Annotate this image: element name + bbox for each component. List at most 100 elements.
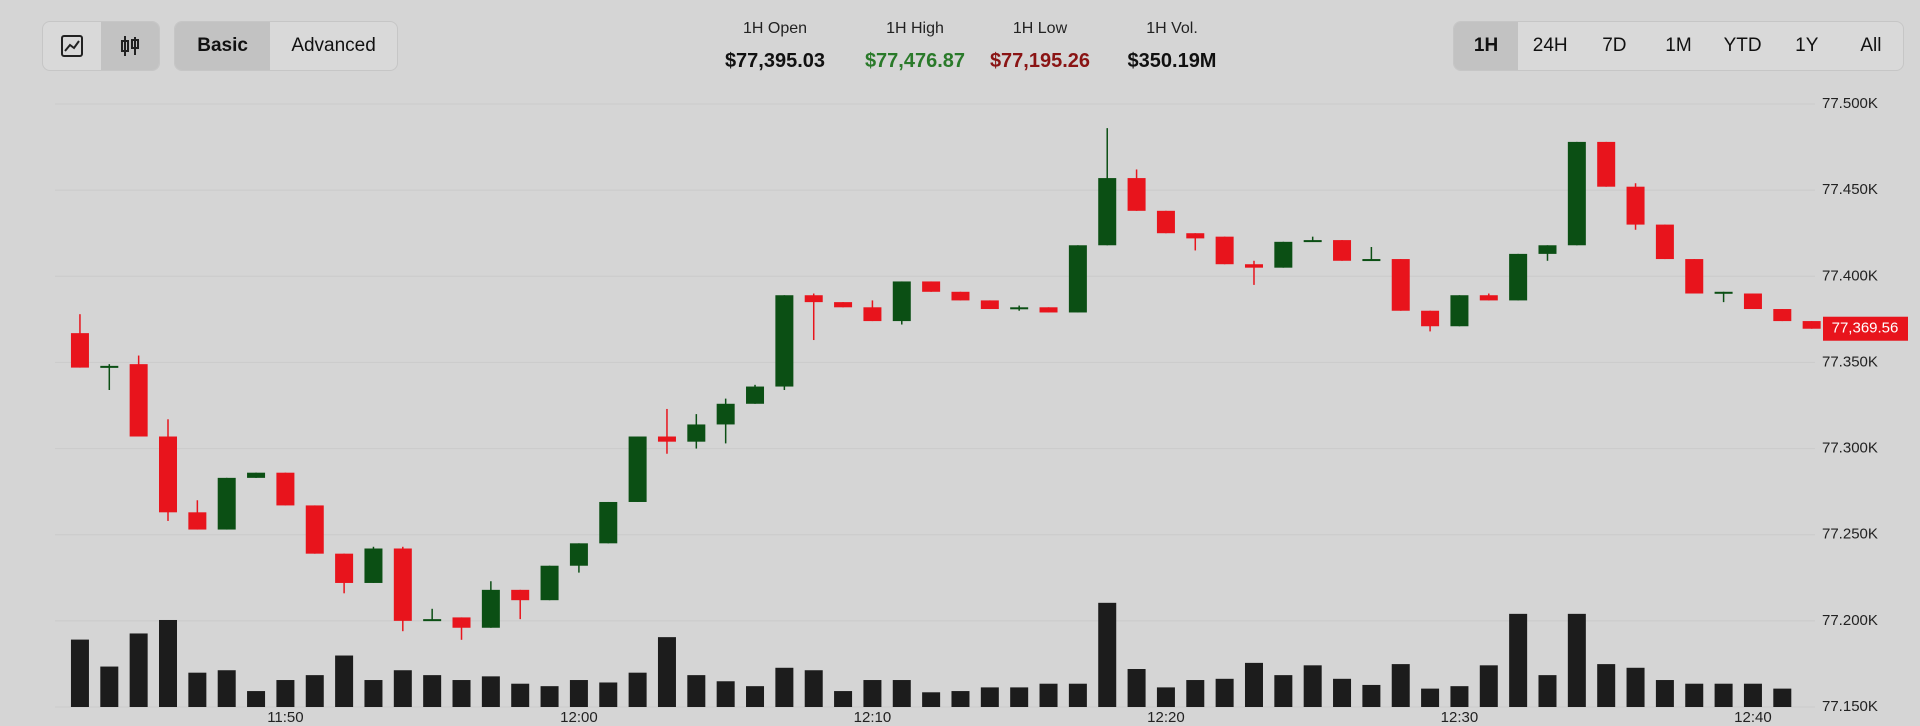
x-tick-label: 11:50 <box>267 709 303 726</box>
candle-body <box>1773 309 1792 322</box>
stat-value: $350.19M <box>1127 50 1217 72</box>
view-button[interactable]: Advanced <box>291 35 376 56</box>
candle-body <box>775 295 794 387</box>
volume-bar <box>687 675 706 707</box>
range-group: 1H 24H 7D 1M YTD 1Y All <box>1453 21 1904 71</box>
candle-body <box>628 436 647 502</box>
volume-bar <box>1655 680 1674 707</box>
candle-body <box>1156 210 1175 234</box>
view-group: Basic Advanced <box>174 21 398 71</box>
x-tick-label: 12:40 <box>1734 709 1772 726</box>
candle-body <box>335 553 354 583</box>
candle-body <box>423 619 442 622</box>
range-button[interactable]: 1Y <box>1795 35 1819 56</box>
volume-bar <box>1362 684 1381 707</box>
candle-body <box>1450 295 1469 327</box>
candle-body <box>1186 233 1205 239</box>
volume-bar <box>511 683 530 707</box>
y-tick-label: 77.400K <box>1822 267 1878 284</box>
line-icon <box>61 35 83 57</box>
candle-body <box>1421 310 1440 327</box>
volume-bar <box>1186 680 1205 707</box>
candle-body <box>540 565 559 601</box>
volume-bar <box>1773 688 1792 707</box>
range-button[interactable]: 7D <box>1602 35 1627 56</box>
candle-body <box>305 505 324 554</box>
candle-body <box>834 302 853 308</box>
range-button[interactable]: 1M <box>1665 35 1692 56</box>
volume-bar <box>217 670 236 707</box>
candle-mode-button[interactable] <box>101 22 159 70</box>
candle-body <box>951 291 970 301</box>
candle-body <box>863 307 882 322</box>
stat: 1H High $77,476.87 <box>835 20 995 73</box>
range-button[interactable]: 1H <box>1454 22 1519 70</box>
volume-bar <box>628 672 647 707</box>
y-tick-label: 77.500K <box>1822 95 1878 112</box>
candle-body <box>1538 245 1557 254</box>
view-button[interactable]: Basic <box>175 22 271 70</box>
candle-body <box>159 436 178 513</box>
candle-body <box>1567 141 1586 246</box>
volume-bar <box>1068 683 1087 707</box>
x-tick-label: 12:00 <box>560 709 598 726</box>
candle-body <box>1743 293 1762 310</box>
range-button[interactable]: All <box>1860 35 1882 56</box>
stat: 1H Low $77,195.26 <box>960 20 1120 73</box>
candle-body <box>481 589 500 628</box>
volume-bar <box>188 672 207 707</box>
line-mode-button[interactable] <box>43 22 101 70</box>
candle-body <box>276 472 295 506</box>
volume-bar <box>1333 678 1352 707</box>
candle-body <box>599 501 618 544</box>
candle-body <box>70 333 89 368</box>
candle-body <box>892 281 911 322</box>
volume-bar <box>746 686 765 707</box>
volume-bar <box>393 670 412 707</box>
stat-label: 1H High <box>886 20 944 37</box>
candle-body <box>1362 259 1381 262</box>
candle-body <box>1391 259 1410 311</box>
volume-bar <box>951 691 970 707</box>
candle-body <box>1127 178 1146 211</box>
volume-bar <box>335 655 354 707</box>
last-price-label: 77,369.56 <box>1832 320 1899 337</box>
x-tick-label: 12:20 <box>1147 709 1185 726</box>
candle-body <box>100 365 119 368</box>
volume-bar <box>599 682 618 707</box>
candle-body <box>1010 307 1029 310</box>
candle-body <box>569 543 588 566</box>
candle-body <box>922 281 941 292</box>
volume-bar <box>716 681 735 707</box>
candle-body <box>247 472 266 478</box>
volume-bar <box>364 680 383 707</box>
volume-bar <box>1538 675 1557 707</box>
y-tick-label: 77.250K <box>1822 526 1878 543</box>
volume-bar <box>1274 675 1293 707</box>
volume-bar <box>1391 664 1410 707</box>
volume-bar <box>892 680 911 707</box>
candle-body <box>1509 253 1528 301</box>
volume-bar <box>276 680 295 707</box>
volume-bar <box>1685 683 1704 707</box>
candle-body <box>1714 291 1733 294</box>
volume-bar <box>922 692 941 707</box>
volume-bar <box>423 675 442 707</box>
volume-bar <box>1127 669 1146 707</box>
volume-bar <box>70 639 89 707</box>
chart-mode-group <box>42 21 160 71</box>
volume-bar <box>657 637 676 707</box>
stat-value: $77,476.87 <box>864 50 966 72</box>
volume-bar <box>452 680 471 707</box>
range-button[interactable]: 24H <box>1532 35 1568 56</box>
candle-body <box>452 617 471 628</box>
range-button[interactable]: YTD <box>1723 35 1762 56</box>
candle-body <box>1303 240 1322 243</box>
y-tick-label: 77.200K <box>1822 612 1878 629</box>
candle-body <box>393 548 412 621</box>
candle-body <box>1655 224 1674 260</box>
x-tick-label: 12:30 <box>1441 709 1479 726</box>
candle-icon <box>121 36 139 56</box>
volume-bar <box>305 675 324 707</box>
